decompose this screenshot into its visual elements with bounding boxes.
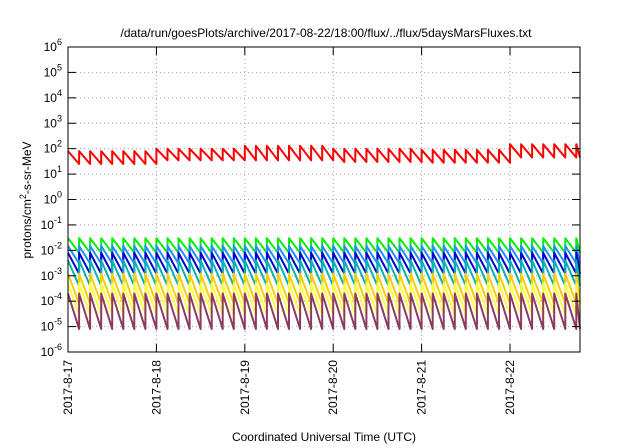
y-tick-label: 103: [44, 113, 62, 130]
y-tick-label: 100: [44, 190, 62, 207]
y-tick-label: 10-6: [41, 342, 62, 359]
y-tick-label: 10-3: [41, 266, 62, 283]
x-axis-label: Coordinated Universal Time (UTC): [232, 430, 416, 444]
y-tick-label: 101: [44, 164, 62, 181]
x-tick-label: 2017-8-18: [149, 360, 163, 415]
y-tick-label: 10-4: [41, 291, 62, 308]
x-tick-labels: 2017-8-17 2017-8-18 2017-8-19 2017-8-20 2017…: [61, 360, 517, 415]
series-group: [67, 143, 581, 330]
x-tick-label: 2017-8-19: [238, 360, 252, 415]
y-tick-labels: 106 105 104 103 102 101 100 10-1 10-2 10-3 10-4 10-…: [41, 37, 62, 359]
y-tick-label: 105: [44, 62, 62, 79]
y-axis-label: protons/cm2-s-sr-MeV: [18, 141, 34, 258]
x-tick-label: 2017-8-20: [326, 360, 340, 415]
series-line-8: [67, 292, 581, 330]
series-line-1: [67, 143, 581, 165]
chart-title: /data/run/goesPlots/archive/2017-08-22/1…: [121, 26, 533, 40]
y-tick-label: 10-5: [41, 317, 62, 334]
x-tick-label: 2017-8-17: [61, 360, 75, 415]
y-tick-label: 102: [44, 139, 62, 156]
y-tick-label: 106: [44, 37, 62, 54]
x-tick-label: 2017-8-22: [503, 360, 517, 415]
y-tick-label: 104: [44, 88, 62, 105]
axis-ticks: [67, 46, 580, 353]
x-tick-label: 2017-8-21: [415, 360, 429, 415]
y-tick-label: 10-2: [41, 240, 62, 257]
y-tick-label: 10-1: [41, 215, 62, 232]
